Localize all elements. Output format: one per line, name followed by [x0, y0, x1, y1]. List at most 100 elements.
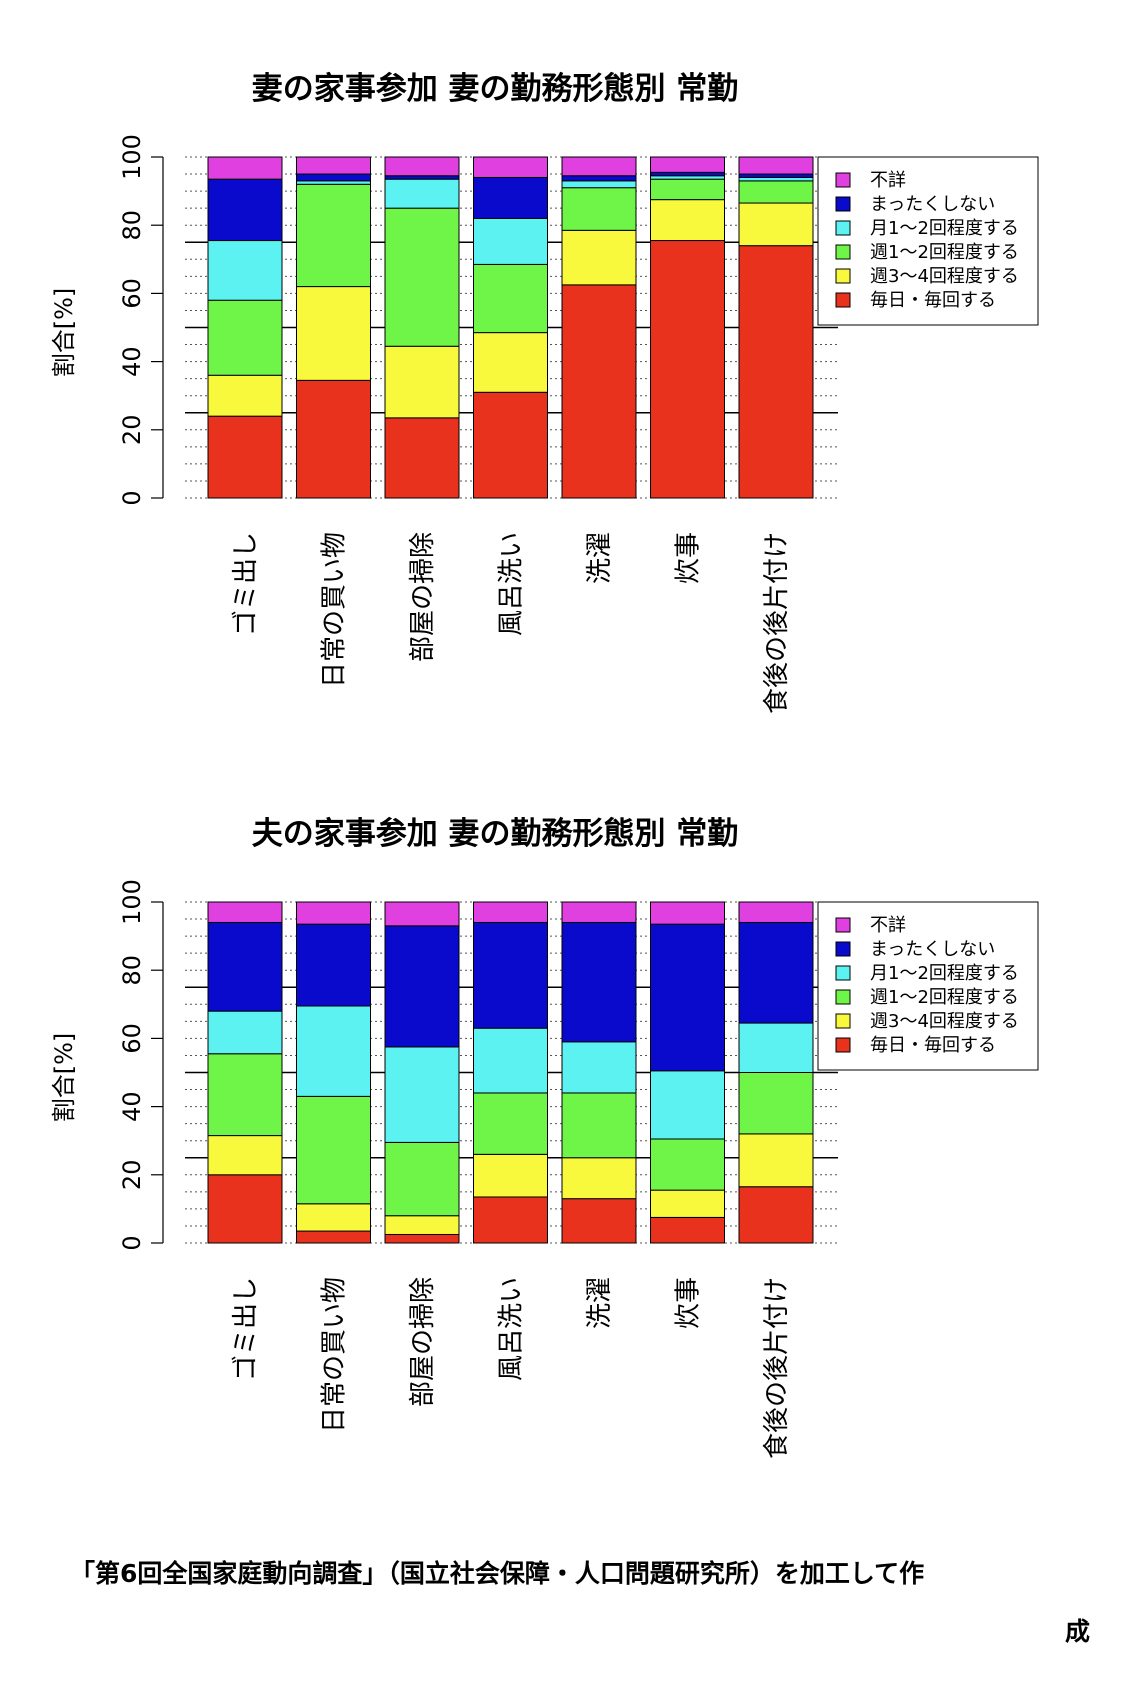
category-label: 食後の後片付け [762, 532, 792, 714]
y-tick-label: 100 [118, 879, 146, 925]
bar-segment [384, 901, 460, 927]
bar-segment [738, 901, 814, 923]
bar-segment [561, 1157, 637, 1200]
bar-segment [384, 175, 460, 180]
legend-swatch [835, 941, 851, 957]
bar-segment [650, 1189, 725, 1218]
legend-swatch [835, 965, 851, 981]
bar-segment [207, 1135, 283, 1176]
category-label: 部屋の掃除 [408, 532, 438, 662]
bar-segment [296, 379, 371, 499]
bar-segment [384, 345, 460, 419]
bar-segment [384, 1215, 460, 1235]
bar-segment [473, 176, 548, 219]
y-tick-label: 80 [118, 210, 146, 241]
legend-label: 不詳 [870, 170, 906, 191]
category-label: 日常の買い物 [320, 532, 350, 688]
bar-segment [738, 180, 814, 204]
bar-segment [473, 1196, 548, 1244]
bar-segment [473, 332, 548, 393]
legend-swatch [835, 1013, 851, 1029]
chart-title: 妻の家事参加 妻の勤務形態別 常勤 [252, 71, 739, 107]
y-tick-label: 60 [118, 1023, 146, 1054]
bar-segment [384, 925, 460, 1048]
y-axis-label: 割合[%] [50, 1033, 78, 1123]
bar-segment [561, 180, 637, 189]
bar-segment [207, 1010, 283, 1055]
legend-label: 月1～2回程度する [870, 218, 1019, 239]
y-tick-label: 40 [118, 346, 146, 377]
bar-segment [207, 240, 283, 301]
bar-segment [207, 415, 283, 499]
category-label: 部屋の掃除 [408, 1277, 438, 1407]
bar-segment [738, 1022, 814, 1073]
legend-swatch [835, 196, 851, 212]
y-tick-label: 20 [118, 1160, 146, 1191]
bar-segment [650, 240, 725, 499]
bar-segment [473, 217, 548, 265]
bar-segment [207, 374, 283, 417]
y-tick-label: 0 [118, 1235, 146, 1250]
bar-segment [207, 299, 283, 376]
y-tick-label: 80 [118, 955, 146, 986]
bar-segment [296, 923, 371, 1007]
legend-swatch [835, 220, 851, 236]
bar-segment [738, 156, 814, 175]
bar-segment [296, 1095, 371, 1205]
legend-swatch [835, 172, 851, 188]
bar-segment [561, 1041, 637, 1094]
category-label: 食後の後片付け [762, 1277, 792, 1459]
bar-segment [738, 1186, 814, 1244]
bar-segment [738, 176, 814, 182]
y-tick-label: 60 [118, 278, 146, 309]
category-label: 炊事 [674, 1277, 704, 1329]
bar-segment [738, 202, 814, 247]
bar-segment [561, 1198, 637, 1244]
category-label: 洗濯 [585, 1277, 615, 1329]
bar-segment [296, 183, 371, 288]
category-label: ゴミ出し [231, 1277, 261, 1381]
bar-segment [561, 1092, 637, 1159]
legend-label: 不詳 [870, 915, 906, 936]
bar-segment [738, 173, 814, 178]
legend-box [817, 901, 1039, 1071]
source-note: 「第6回全国家庭動向調査」（国立社会保障・人口問題研究所）を加工して作 成 [70, 1545, 1090, 1661]
bar-segment [473, 1092, 548, 1155]
bar-segment [296, 173, 371, 182]
legend-label: 週3～4回程度する [870, 1011, 1019, 1032]
legend-label: 週1～2回程度する [870, 242, 1019, 263]
bar-segment [561, 901, 637, 923]
y-tick-label: 20 [118, 415, 146, 446]
bar-segment [650, 171, 725, 177]
category-label: ゴミ出し [231, 532, 261, 636]
bar-segment [650, 175, 725, 180]
bar-segment [650, 1070, 725, 1140]
bar-segment [207, 178, 283, 242]
bar-segment [473, 156, 548, 178]
bar-segment [296, 1230, 371, 1244]
bar-segment [650, 923, 725, 1072]
legend: 不詳まったくしない月1～2回程度する週1～2回程度する週3～4回程度する毎日・毎… [817, 156, 1039, 326]
bar-segment [561, 175, 637, 182]
chart-title: 夫の家事参加 妻の勤務形態別 常勤 [252, 816, 739, 852]
bar-segment [384, 1046, 460, 1143]
bar-segment [207, 921, 283, 1012]
bar-segment [207, 1053, 283, 1137]
bar-segment [473, 263, 548, 334]
bar-segment [384, 207, 460, 347]
bar-segment [473, 901, 548, 923]
category-label: 風呂洗い [497, 532, 527, 636]
legend-swatch [835, 1037, 851, 1053]
bar-segment [296, 180, 371, 185]
bar-segment [561, 187, 637, 231]
bar-segment [738, 921, 814, 1024]
bar-segment [650, 178, 725, 201]
category-label: 風呂洗い [497, 1277, 527, 1381]
bar-segment [384, 156, 460, 177]
bar-segment [473, 921, 548, 1029]
bar-segment [738, 1072, 814, 1135]
legend-swatch [835, 989, 851, 1005]
bar-segment [384, 1141, 460, 1217]
bar-segment [473, 1027, 548, 1094]
legend-swatch [835, 268, 851, 284]
